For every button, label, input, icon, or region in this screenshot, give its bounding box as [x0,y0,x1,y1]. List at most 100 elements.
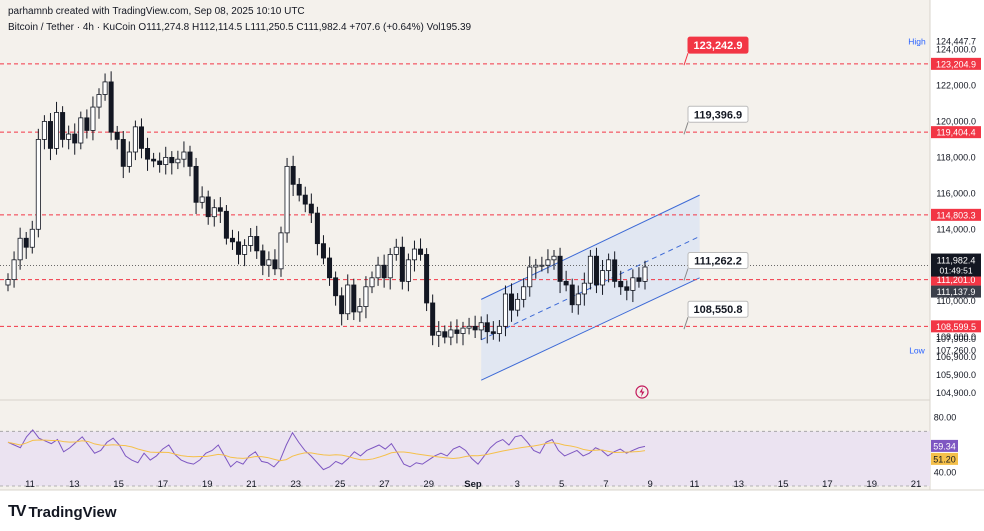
candle-body [284,165,290,234]
time-tick-label: 29 [423,479,434,490]
time-tick-label: 13 [734,479,745,490]
candle-body [424,254,430,304]
extra-tag [931,285,981,298]
candle-body [405,259,411,282]
candle-body [175,158,181,164]
candle-body [411,248,417,261]
tradingview-brand[interactable]: TV TradingView [8,503,117,521]
candle-body [242,245,248,255]
rsi-ma-tag [931,452,958,465]
price-scale-background [930,0,984,490]
candle-body [557,255,563,282]
high-value: 124,447.7 [936,37,976,47]
candle-body [47,121,53,149]
callout-pointer [683,268,689,281]
candle-body [448,329,454,338]
price-tick-label: 124,000.0 [936,45,976,55]
candle-body [90,106,96,131]
candle-body [11,259,17,280]
candle-body [126,151,132,167]
candle-body [260,250,266,266]
time-tick-label: 17 [822,479,833,490]
candle-body [157,160,163,165]
candle-body [490,331,496,334]
candle-body [399,246,405,282]
candle-body [569,284,575,306]
candle-body [436,331,442,336]
brand-name: TradingView [28,503,117,521]
price-tick-label: 114,000.0 [936,224,975,234]
candle-body [593,255,599,286]
candle-body [5,279,11,286]
candle-body [223,210,229,239]
channel-upper [480,194,700,300]
time-tick-label: Sep [464,479,482,490]
candle-body [96,94,102,108]
callout-label: 123,242.9 [694,40,743,52]
time-tick-label: 21 [246,479,257,490]
rsi-value-tag [931,439,958,452]
candle-body [29,228,35,248]
candle-body [151,158,157,162]
level-label: 123,204.9 [936,59,976,69]
candle-body [290,165,296,185]
candle-body [369,277,375,288]
price-tick-label: 118,000.0 [936,152,975,162]
candle-body [187,151,193,167]
candle-body [138,126,144,149]
candle-body [278,232,284,270]
candle-body [357,306,363,313]
candle-body [612,259,618,282]
candle-body [636,277,642,282]
candle-body [418,248,424,255]
price-tick-label: 120,000.0 [936,116,976,126]
time-tick-label: 15 [778,479,789,490]
symbol-info: Bitcoin / Tether · 4h · KuCoin O111,274.… [8,22,472,33]
candle-body [509,293,515,311]
candle-body [327,257,333,279]
level-tag [931,208,981,221]
last-price-value: 111,982.4 [937,256,976,266]
price-tick-label: 116,000.0 [936,188,975,198]
candle-body [108,81,114,133]
level-label: 119,404.4 [936,128,975,138]
callout-box [687,251,749,269]
candle-body [521,286,527,300]
rsi-line [7,429,646,471]
candle-body [102,81,108,95]
price-tick-label: 110,000.0 [936,296,975,306]
candle-body [169,156,175,164]
rsi-tick-80: 80.00 [934,413,957,423]
candle-body [551,255,557,261]
candle-body [320,243,326,259]
chart-background [0,0,930,490]
level-label: 111,201.0 [937,275,976,285]
candle-body [211,207,217,218]
callout-label: 108,550.8 [694,304,743,316]
candle-body [236,241,242,255]
time-tick-label: 23 [291,479,302,490]
candle-body [66,133,72,140]
lightning-icon[interactable] [635,385,649,399]
candle-body [145,148,151,160]
last-price-tag [931,253,981,277]
candle-body [60,112,66,140]
high-label: High [908,37,926,47]
time-tick-label: 19 [202,479,213,490]
candle-body [533,264,539,268]
low-value: 107,260.0 [936,345,976,355]
rsi-ma-line [7,439,646,462]
candle-body [563,280,569,286]
candle-body [527,266,533,288]
candle-body [302,194,308,205]
price-callouts[interactable]: 123,242.9 119,396.9 111,262.2 108,550.8 [683,36,749,330]
candle-body [181,151,187,160]
horizontal-levels[interactable]: 123,204.9 119,404.4 114,803.3 111,201.0 108,… [0,57,981,333]
price-tick-label: 105,900.0 [936,370,976,380]
price-axis: 124,000.0 122,000.0 120,000.0 118,000.0 116,… [908,37,981,477]
time-tick-label: 5 [559,479,564,490]
rsi-pane [0,429,930,487]
callout-box [687,300,749,318]
candle-body [618,280,624,288]
